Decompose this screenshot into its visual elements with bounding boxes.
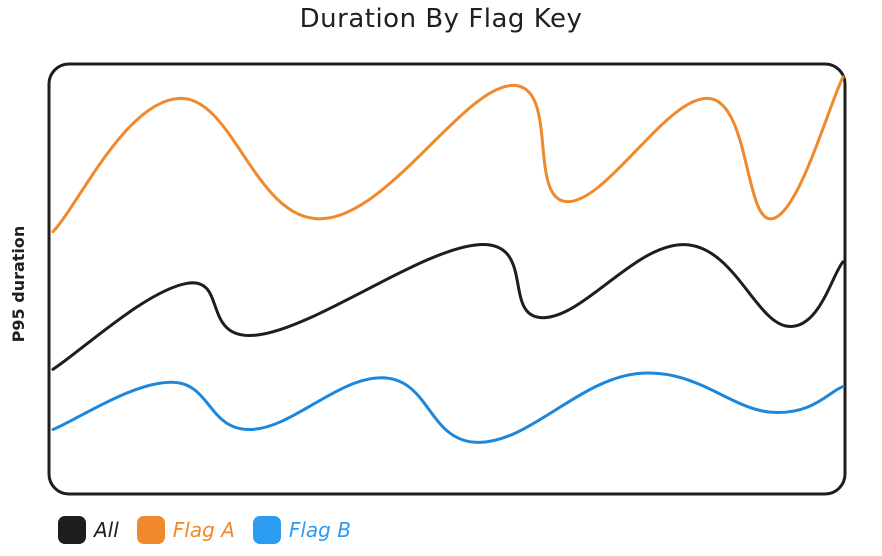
legend-swatch-flag-a bbox=[136, 516, 165, 544]
legend-item-flag-a[interactable]: Flag A bbox=[136, 516, 235, 544]
legend-swatch-flag-b bbox=[252, 516, 281, 544]
legend: All Flag A Flag B bbox=[58, 514, 369, 546]
legend-label-flag-a: Flag A bbox=[172, 518, 235, 542]
plot-frame bbox=[47, 62, 847, 496]
series-layer bbox=[51, 75, 845, 444]
series-line-flag-b bbox=[51, 371, 845, 444]
series-line-all bbox=[51, 243, 845, 371]
legend-label-flag-b: Flag B bbox=[288, 518, 351, 542]
series-line-flag-a bbox=[51, 75, 845, 234]
legend-item-flag-b[interactable]: Flag B bbox=[252, 516, 351, 544]
chart-title: Duration By Flag Key bbox=[299, 4, 583, 34]
legend-swatch-all bbox=[58, 516, 86, 544]
legend-label-all: All bbox=[94, 518, 119, 542]
legend-item-all[interactable]: All bbox=[58, 516, 119, 544]
